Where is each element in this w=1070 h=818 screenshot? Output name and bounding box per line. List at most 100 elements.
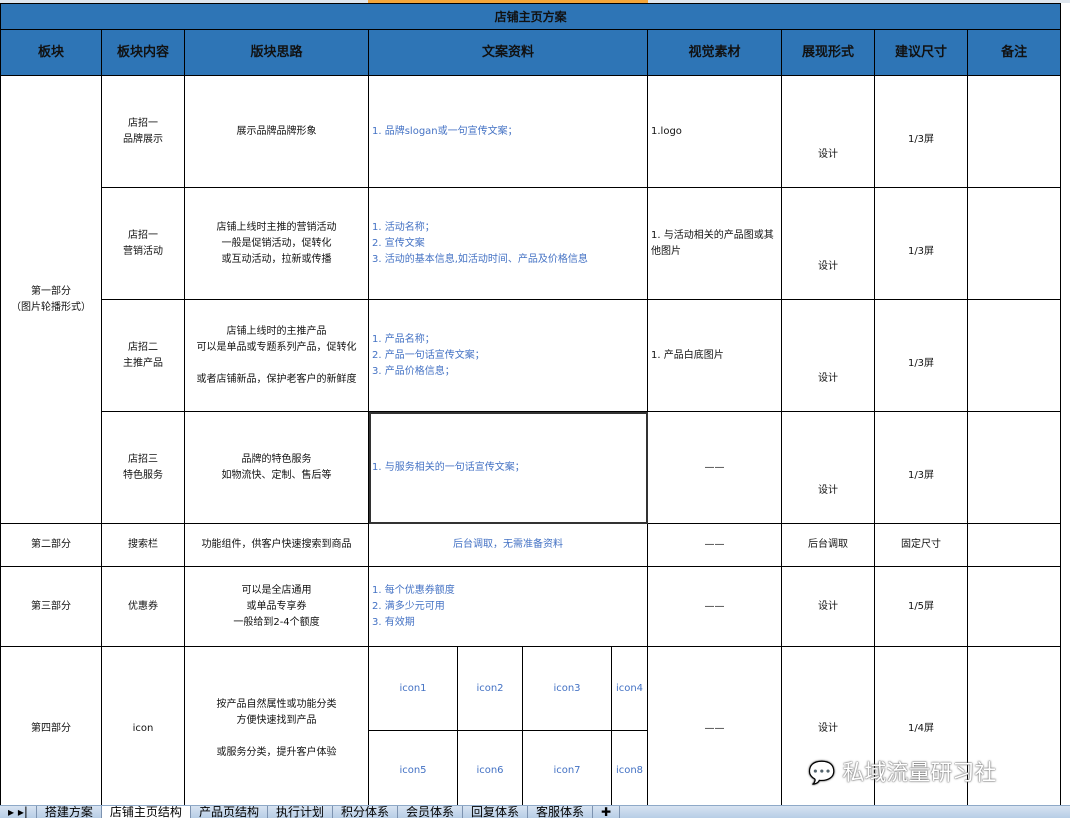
column-header[interactable]: 视觉素材 (647, 29, 782, 76)
cell-line: 一般给到2-4个额度 (233, 616, 320, 628)
column-header[interactable]: 展现形式 (781, 29, 875, 76)
content-cell[interactable]: 店招三 特色服务 (101, 411, 185, 524)
cell-line: 1. 产品名称； (372, 333, 435, 345)
icon-cell[interactable]: icon7 (522, 730, 612, 811)
size-text: 1/3屏 (907, 245, 935, 257)
section-cell[interactable]: 第三部分 (0, 566, 102, 647)
tab-nav-arrows-icon[interactable]: ▸ ▸| (0, 806, 37, 818)
cell-line: 店铺上线时的主推产品 (226, 325, 327, 337)
idea-cell[interactable]: 店铺上线时主推的营销活动 一般是促销活动，促转化 或互动活动，拉新或传播 (184, 187, 369, 300)
idea-cell[interactable]: 品牌的特色服务 如物流快、定制、售后等 (184, 411, 369, 524)
section-cell[interactable]: 第一部分 （图片轮播形式） (0, 75, 102, 524)
content-cell[interactable]: icon (101, 646, 185, 811)
form-cell[interactable]: 设计 (781, 411, 875, 524)
icon-cell[interactable]: icon3 (522, 646, 612, 731)
form-cell[interactable]: 设计 (781, 75, 875, 188)
note-cell[interactable] (966, 646, 1062, 811)
visual-cell[interactable]: —— (647, 566, 782, 647)
sheet-tabs: ▸ ▸| 搭建方案 店铺主页结构 产品页结构 执行计划 积分体系 会员体系 回复体系 客服体系 ✚ (0, 805, 1070, 818)
form-cell[interactable]: 设计 (781, 566, 875, 647)
copy-cell[interactable]: 1. 与服务相关的一句话宣传文案； (368, 411, 648, 524)
icon-cell[interactable]: icon2 (457, 646, 523, 731)
icon-cell[interactable]: icon6 (457, 730, 523, 811)
copy-text: 后台调取，无需准备资料 (453, 539, 563, 550)
size-text: 1/3屏 (907, 133, 935, 145)
form-cell[interactable]: 设计 (781, 646, 875, 811)
idea-cell[interactable]: 店铺上线时的主推产品 可以是单品或专题系列产品，促转化 或者店铺新品，保护老客户的… (184, 299, 369, 412)
form-cell[interactable]: 设计 (781, 187, 875, 300)
idea-cell[interactable]: 功能组件，供客户快速搜索到商品 (184, 523, 369, 567)
cell-line: 按产品自然属性或功能分类 (216, 698, 337, 710)
column-header[interactable]: 备注 (966, 29, 1062, 76)
sheet-title[interactable]: 店铺主页方案 (0, 3, 1062, 30)
column-header[interactable]: 板块 (0, 29, 102, 76)
column-header[interactable]: 建议尺寸 (874, 29, 968, 76)
sheet-tab[interactable]: 会员体系 (398, 806, 463, 818)
copy-cell[interactable]: 1. 每个优惠券额度 2. 满多少元可用 3. 有效期 (368, 566, 648, 647)
content-cell[interactable]: 优惠券 (101, 566, 185, 647)
content-cell[interactable]: 店招一 品牌展示 (101, 75, 185, 188)
copy-cell[interactable]: 1. 产品名称； 2. 产品一句话宣传文案； 3. 产品价格信息； (368, 299, 648, 412)
note-cell[interactable] (966, 299, 1062, 412)
column-header[interactable]: 版块思路 (184, 29, 369, 76)
content-cell[interactable]: 搜索栏 (101, 523, 185, 567)
icon-cell[interactable]: icon8 (611, 730, 648, 811)
size-cell[interactable]: 1/5屏 (874, 566, 968, 647)
size-text: 1/4屏 (907, 722, 935, 734)
icon-cell[interactable]: icon1 (368, 646, 458, 731)
cell-line: 1.logo (651, 125, 682, 137)
sheet-tab[interactable]: 搭建方案 (37, 806, 102, 818)
visual-cell[interactable]: 1.logo (647, 75, 782, 188)
size-cell[interactable]: 1/3屏 (874, 299, 968, 412)
icon-cell[interactable]: icon5 (368, 730, 458, 811)
section-label: 第一部分 (31, 285, 71, 297)
note-cell[interactable] (966, 523, 1062, 567)
section-cell[interactable]: 第四部分 (0, 646, 102, 811)
form-cell[interactable]: 后台调取 (781, 523, 875, 567)
size-cell[interactable]: 1/3屏 (874, 411, 968, 524)
sheet-tab[interactable]: 客服体系 (528, 806, 594, 818)
copy-cell[interactable]: 后台调取，无需准备资料 (368, 523, 648, 567)
size-cell[interactable]: 1/3屏 (874, 75, 968, 188)
note-cell[interactable] (966, 566, 1062, 647)
icon-label: icon8 (615, 764, 644, 776)
form-text: 设计 (818, 261, 838, 272)
visual-cell[interactable]: —— (647, 523, 782, 567)
visual-cell[interactable]: 1. 与活动相关的产品图或其 他图片 (647, 187, 782, 300)
idea-cell[interactable]: 展示品牌品牌形象 (184, 75, 369, 188)
sheet-tab[interactable]: 执行计划 (268, 806, 333, 818)
form-text: 设计 (818, 149, 838, 160)
size-cell[interactable]: 1/3屏 (874, 187, 968, 300)
add-sheet-icon[interactable]: ✚ (593, 806, 621, 818)
note-cell[interactable] (966, 75, 1062, 188)
column-header[interactable]: 文案资料 (368, 29, 648, 76)
column-header[interactable]: 板块内容 (101, 29, 185, 76)
cell-line: 1. 与活动相关的产品图或其 (651, 229, 774, 241)
visual-cell[interactable]: —— (647, 646, 782, 811)
content-cell[interactable]: 店招二 主推产品 (101, 299, 185, 412)
content-cell[interactable]: 店招一 营销活动 (101, 187, 185, 300)
copy-cell[interactable]: 1. 品牌slogan或一句宣传文案； (368, 75, 648, 188)
sheet-tab[interactable]: 回复体系 (463, 806, 529, 818)
sheet-tab[interactable]: 产品页结构 (191, 806, 268, 818)
sheet-tab[interactable]: 店铺主页结构 (101, 806, 191, 818)
cell-line: 1. 与服务相关的一句话宣传文案； (372, 461, 525, 473)
note-cell[interactable] (966, 187, 1062, 300)
icon-label: icon3 (553, 682, 581, 694)
section-cell[interactable]: 第二部分 (0, 523, 102, 567)
idea-cell[interactable]: 可以是全店通用 或单品专享券 一般给到2-4个额度 (184, 566, 369, 647)
size-cell[interactable]: 1/4屏 (874, 646, 968, 811)
note-cell[interactable] (966, 411, 1062, 524)
icon-cell[interactable]: icon4 (611, 646, 648, 731)
idea-cell[interactable]: 按产品自然属性或功能分类 方便快速找到产品 或服务分类，提升客户体验 (184, 646, 369, 811)
cell-line: 一般是促销活动，促转化 (221, 237, 332, 249)
visual-cell[interactable]: —— (647, 411, 782, 524)
size-cell[interactable]: 固定尺寸 (874, 523, 968, 567)
sheet-tab[interactable]: 积分体系 (333, 806, 398, 818)
copy-cell[interactable]: 1. 活动名称； 2. 宣传文案 3. 活动的基本信息,如活动时间、产品及价格信息 (368, 187, 648, 300)
form-text: 后台调取 (808, 539, 848, 550)
idea-text: 功能组件，供客户快速搜索到商品 (201, 539, 352, 550)
visual-cell[interactable]: 1. 产品白底图片 (647, 299, 782, 412)
cell-line: 1. 产品白底图片 (651, 349, 724, 361)
form-cell[interactable]: 设计 (781, 299, 875, 412)
